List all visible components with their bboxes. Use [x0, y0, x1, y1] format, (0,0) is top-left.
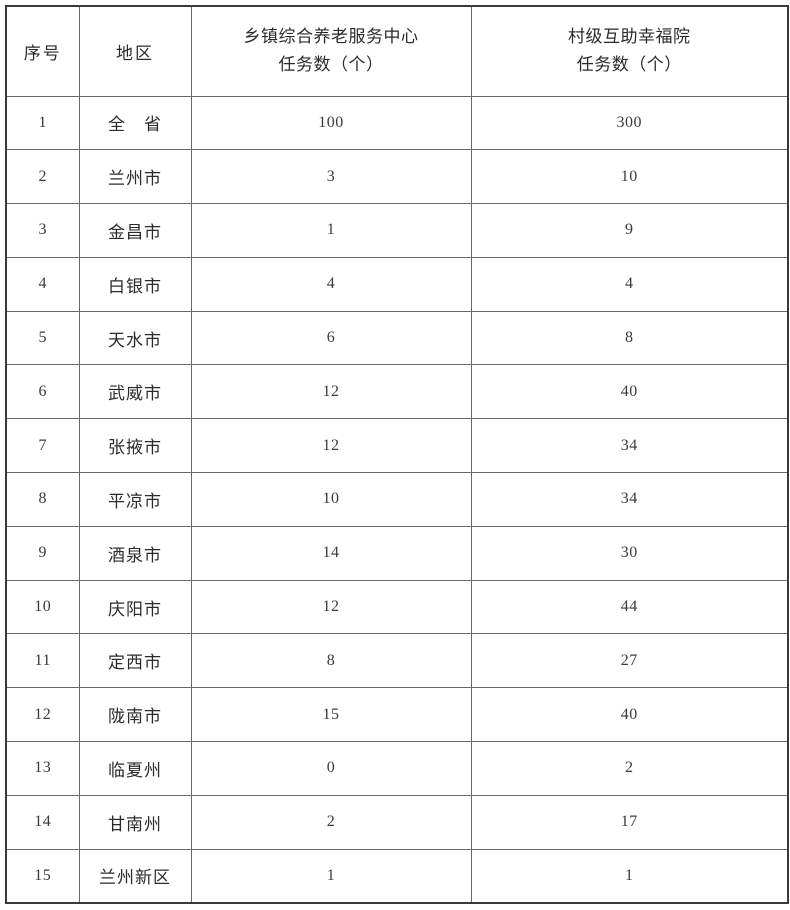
cell-seq: 13 — [5, 741, 80, 796]
cell-seq: 5 — [5, 310, 80, 366]
cell-seq: 15 — [5, 848, 80, 904]
cell-seq: 11 — [5, 633, 80, 689]
cell-village-house: 40 — [470, 364, 789, 420]
cell-township-center: 1 — [190, 203, 472, 258]
column-header-township-center: 乡镇综合养老服务中心 任务数（个） — [190, 5, 472, 97]
cell-area: 白银市 — [78, 256, 192, 312]
cell-seq: 10 — [5, 579, 80, 635]
table-row: 4 白银市 4 4 — [5, 256, 789, 312]
cell-village-house: 17 — [470, 794, 789, 850]
task-allocation-table-wrapper: 序号 地区 乡镇综合养老服务中心 任务数（个） 村级互助幸福院 任务数（个） 1… — [5, 5, 789, 904]
cell-area: 张掖市 — [78, 418, 192, 474]
cell-township-center: 12 — [190, 418, 472, 474]
column-header-village-house-line1: 村级互助幸福院 — [568, 26, 691, 46]
cell-area: 平凉市 — [78, 472, 192, 527]
table-row: 11 定西市 8 27 — [5, 633, 789, 689]
cell-area: 庆阳市 — [78, 579, 192, 635]
cell-township-center: 8 — [190, 633, 472, 689]
cell-area: 陇南市 — [78, 687, 192, 743]
table-row: 15 兰州新区 1 1 — [5, 848, 789, 904]
cell-township-center: 100 — [190, 95, 472, 151]
column-header-village-house-line2: 任务数（个） — [576, 55, 682, 75]
cell-township-center: 0 — [190, 741, 472, 796]
cell-seq: 7 — [5, 418, 80, 474]
cell-township-center: 1 — [190, 848, 472, 904]
column-header-area: 地区 — [78, 5, 192, 97]
cell-area: 全 省 — [78, 95, 192, 151]
table-row: 9 酒泉市 14 30 — [5, 525, 789, 581]
cell-township-center: 10 — [190, 472, 472, 527]
cell-township-center: 2 — [190, 794, 472, 850]
column-header-seq: 序号 — [5, 5, 80, 97]
column-header-township-center-line1: 乡镇综合养老服务中心 — [243, 26, 419, 46]
column-header-village-house: 村级互助幸福院 任务数（个） — [470, 5, 789, 97]
cell-village-house: 1 — [470, 848, 789, 904]
cell-seq: 12 — [5, 687, 80, 743]
cell-area: 兰州市 — [78, 149, 192, 205]
table-row: 7 张掖市 12 34 — [5, 418, 789, 474]
cell-seq: 1 — [5, 95, 80, 151]
cell-village-house: 2 — [470, 741, 789, 796]
cell-area: 武威市 — [78, 364, 192, 420]
table-row: 13 临夏州 0 2 — [5, 741, 789, 796]
cell-village-house: 4 — [470, 256, 789, 312]
cell-seq: 3 — [5, 203, 80, 258]
table-row: 6 武威市 12 40 — [5, 364, 789, 420]
cell-seq: 6 — [5, 364, 80, 420]
cell-area: 金昌市 — [78, 203, 192, 258]
cell-village-house: 40 — [470, 687, 789, 743]
task-allocation-table: 序号 地区 乡镇综合养老服务中心 任务数（个） 村级互助幸福院 任务数（个） 1… — [5, 5, 789, 904]
table-row: 14 甘南州 2 17 — [5, 794, 789, 850]
table-row: 10 庆阳市 12 44 — [5, 579, 789, 635]
table-row: 5 天水市 6 8 — [5, 310, 789, 366]
cell-village-house: 10 — [470, 149, 789, 205]
cell-village-house: 34 — [470, 472, 789, 527]
cell-township-center: 4 — [190, 256, 472, 312]
cell-village-house: 300 — [470, 95, 789, 151]
table-row: 2 兰州市 3 10 — [5, 149, 789, 205]
cell-township-center: 3 — [190, 149, 472, 205]
column-header-township-center-line2: 任务数（个） — [278, 55, 384, 75]
cell-area: 甘南州 — [78, 794, 192, 850]
cell-township-center: 12 — [190, 579, 472, 635]
cell-seq: 14 — [5, 794, 80, 850]
cell-area: 天水市 — [78, 310, 192, 366]
table-row: 12 陇南市 15 40 — [5, 687, 789, 743]
table-header-row: 序号 地区 乡镇综合养老服务中心 任务数（个） 村级互助幸福院 任务数（个） — [5, 5, 789, 97]
cell-area: 临夏州 — [78, 741, 192, 796]
cell-seq: 9 — [5, 525, 80, 581]
cell-area: 酒泉市 — [78, 525, 192, 581]
cell-village-house: 27 — [470, 633, 789, 689]
cell-village-house: 8 — [470, 310, 789, 366]
cell-township-center: 15 — [190, 687, 472, 743]
table-row: 3 金昌市 1 9 — [5, 203, 789, 258]
cell-township-center: 6 — [190, 310, 472, 366]
cell-seq: 8 — [5, 472, 80, 527]
cell-village-house: 34 — [470, 418, 789, 474]
cell-village-house: 9 — [470, 203, 789, 258]
cell-seq: 4 — [5, 256, 80, 312]
cell-village-house: 44 — [470, 579, 789, 635]
cell-township-center: 14 — [190, 525, 472, 581]
table-header: 序号 地区 乡镇综合养老服务中心 任务数（个） 村级互助幸福院 任务数（个） — [5, 5, 789, 97]
cell-village-house: 30 — [470, 525, 789, 581]
cell-area: 兰州新区 — [78, 848, 192, 904]
cell-area: 定西市 — [78, 633, 192, 689]
table-row: 8 平凉市 10 34 — [5, 472, 789, 527]
cell-township-center: 12 — [190, 364, 472, 420]
cell-seq: 2 — [5, 149, 80, 205]
